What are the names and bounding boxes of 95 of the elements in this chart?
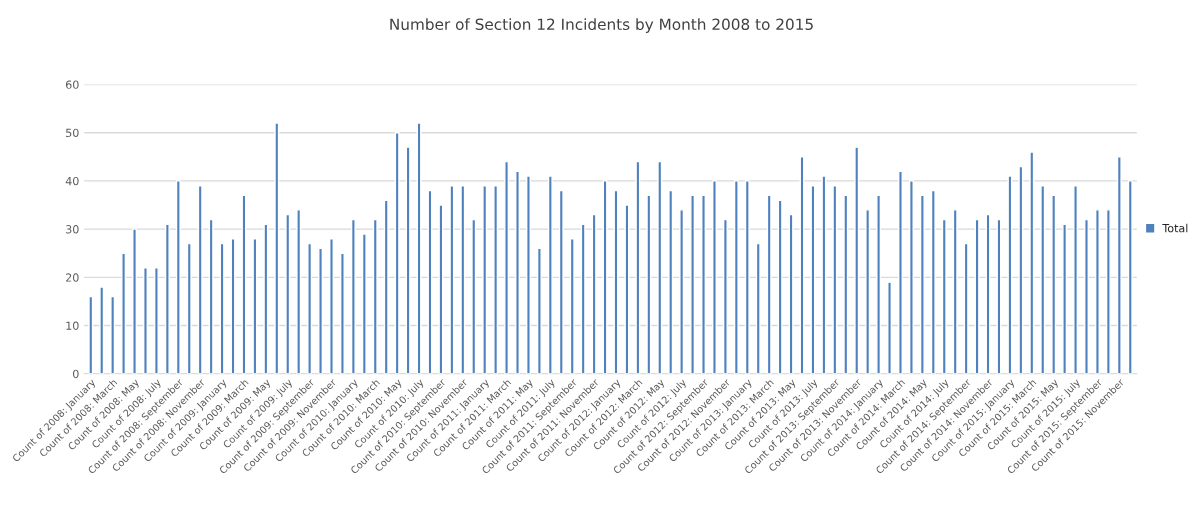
bar (307, 242, 313, 374)
bar (668, 189, 674, 374)
bar (908, 180, 914, 374)
bar (515, 170, 520, 374)
bar (712, 180, 717, 374)
bar (690, 194, 696, 374)
y-tick-label: 30 (66, 225, 79, 234)
bar (701, 194, 706, 374)
bar (482, 185, 488, 374)
bar (580, 223, 586, 374)
bar (296, 209, 302, 374)
bar (941, 218, 947, 374)
bar (1040, 185, 1046, 374)
bar (547, 175, 553, 374)
bar (1018, 165, 1024, 374)
bar (405, 146, 411, 374)
bar (132, 228, 137, 374)
y-tick-label: 10 (66, 321, 79, 330)
bar (854, 146, 860, 374)
bar (208, 218, 214, 374)
bar (1029, 151, 1035, 374)
bar (777, 199, 783, 374)
bar (733, 180, 739, 374)
bar (438, 204, 444, 374)
bar (876, 194, 882, 374)
bar (788, 213, 794, 374)
bar (919, 194, 925, 374)
bar (361, 233, 367, 374)
bar (569, 238, 575, 374)
bar (1062, 223, 1068, 374)
bar (153, 266, 159, 374)
y-tick-label: 20 (66, 273, 79, 282)
bar (460, 185, 466, 374)
bar (110, 295, 116, 374)
y-tick-label: 40 (65, 176, 79, 186)
y-tick-label: 60 (65, 80, 79, 89)
bar (219, 242, 225, 374)
bar (99, 286, 105, 374)
bar (1127, 180, 1133, 374)
bar (1007, 175, 1013, 374)
bar (952, 209, 958, 374)
bar (974, 218, 980, 374)
y-tick-label: 50 (66, 128, 79, 138)
bar (263, 223, 269, 374)
bar (1105, 209, 1111, 374)
bar (635, 160, 641, 374)
bar (383, 199, 389, 374)
bar (121, 252, 127, 374)
bar (372, 218, 378, 374)
bar (679, 209, 685, 374)
bar (646, 194, 652, 374)
legend-label: Total (1162, 223, 1188, 233)
bar (1073, 185, 1079, 374)
bar (821, 175, 827, 374)
bar (657, 160, 663, 374)
bar (350, 218, 356, 374)
bar (843, 194, 849, 374)
bar (274, 122, 280, 374)
bar (832, 185, 838, 374)
bar (186, 242, 192, 374)
bar (887, 281, 892, 374)
bar (591, 213, 597, 374)
bar (449, 185, 455, 374)
bar (755, 242, 761, 374)
bar (722, 218, 728, 374)
bar (766, 194, 772, 374)
bar (143, 266, 148, 374)
bar (1051, 194, 1057, 374)
bar (318, 247, 324, 374)
bar (558, 189, 564, 374)
bar (744, 180, 750, 374)
bar (624, 204, 630, 374)
bar (471, 218, 477, 374)
bar (504, 160, 510, 374)
bar (493, 185, 499, 374)
bar (865, 209, 871, 374)
bar (1094, 209, 1100, 374)
bar (963, 242, 969, 374)
bar (1116, 156, 1122, 374)
bar (339, 252, 345, 374)
bar (88, 295, 94, 374)
bar (175, 180, 181, 374)
bar (394, 131, 400, 374)
bar (329, 238, 334, 374)
bar (526, 175, 531, 374)
bar (536, 247, 542, 374)
bar (197, 185, 203, 374)
bar (1084, 218, 1089, 374)
bar (164, 223, 170, 374)
bar (285, 213, 291, 374)
bar (898, 170, 903, 374)
chart-title: Number of Section 12 Incidents by Month 2008 to 2015 (390, 18, 813, 33)
bar (252, 238, 258, 374)
y-tick-label: 0 (73, 369, 79, 379)
bar (930, 189, 936, 374)
